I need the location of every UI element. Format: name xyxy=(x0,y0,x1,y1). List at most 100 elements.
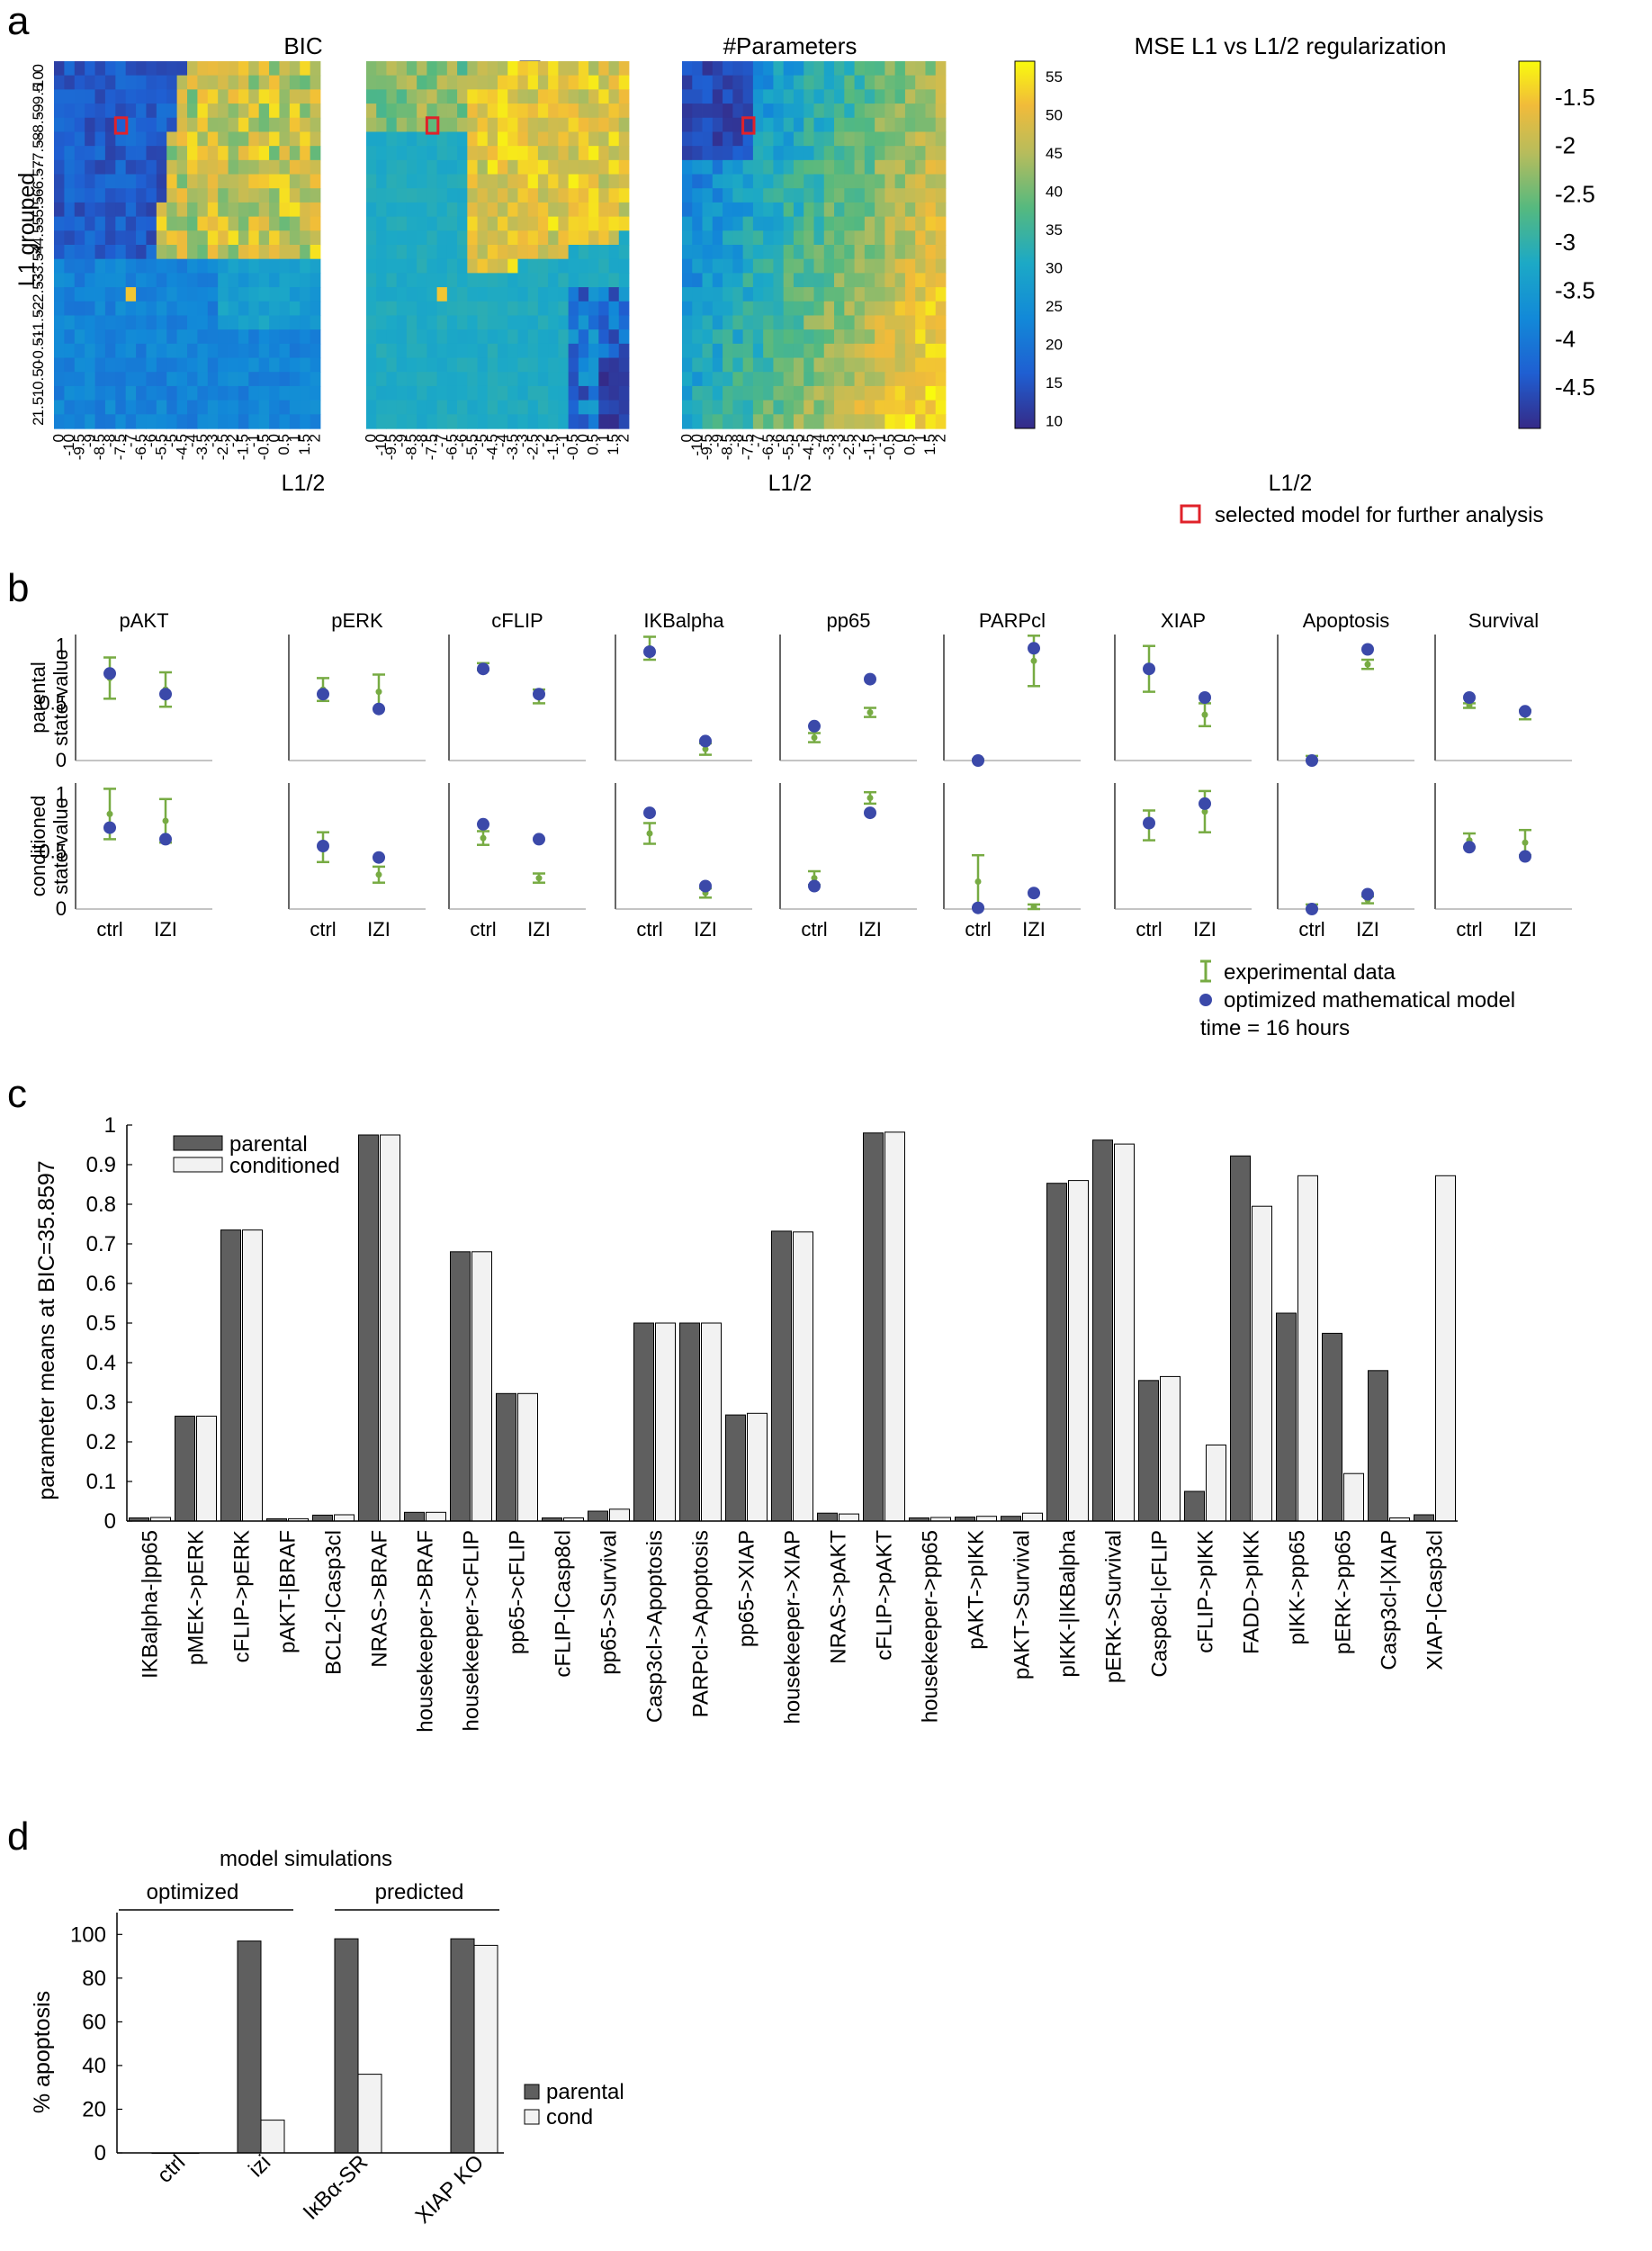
heatmap-cell xyxy=(588,230,599,246)
heatmap-cell xyxy=(406,146,417,161)
heatmap-cell xyxy=(64,117,76,133)
heatmap-cell xyxy=(864,301,875,317)
heatmap-cell xyxy=(467,216,478,231)
heatmap-cell xyxy=(834,146,845,161)
heatmap-cell xyxy=(548,400,559,415)
heatmap-cell xyxy=(548,104,559,119)
heatmap-parameters: #Parameters 0-10-9.5-9-8.5-8-7.5-7-6.5-6… xyxy=(363,32,1063,496)
heatmap-cell xyxy=(426,245,438,260)
heatmap-cell xyxy=(146,174,157,189)
heatmap-cell xyxy=(218,131,229,147)
heatmap-cell xyxy=(187,216,198,231)
heatmap-cell xyxy=(300,174,311,189)
heatmap-cell xyxy=(300,315,311,330)
heatmap-cell xyxy=(682,104,693,119)
heatmap-cell xyxy=(218,245,229,260)
heatmap-col-label: -1.5 xyxy=(235,434,252,460)
heatmap-row-label: -5.5 xyxy=(30,196,47,222)
heatmap-cell xyxy=(692,315,703,330)
experimental-mean-point xyxy=(1522,839,1529,846)
heatmap-cell xyxy=(376,131,387,147)
heatmap-cell xyxy=(732,75,744,91)
heatmap-cell xyxy=(548,188,559,203)
heatmap-cell xyxy=(884,400,896,415)
panel-label-b: b xyxy=(7,566,29,610)
heatmap-cell xyxy=(238,174,249,189)
heatmap-cell xyxy=(248,230,260,246)
heatmap-cell xyxy=(166,315,178,330)
bar-category-label: cFLIP-|Casp8cl xyxy=(552,1530,576,1678)
heatmap-cell xyxy=(773,230,785,246)
heatmap-cell xyxy=(115,104,127,119)
heatmap-cell xyxy=(712,174,723,189)
heatmap-cell xyxy=(682,117,693,133)
heatmap-cell xyxy=(608,245,620,260)
heatmap-cell xyxy=(166,273,178,288)
heatmap-cell xyxy=(618,104,630,119)
heatmap-cell xyxy=(783,400,795,415)
heatmap-cell xyxy=(915,343,926,359)
heatmap-cell xyxy=(904,287,916,302)
heatmap-cell xyxy=(804,287,814,302)
x-tick-label: IZI xyxy=(367,918,391,941)
heatmap-cell xyxy=(74,61,85,77)
heatmap-cell xyxy=(94,414,106,429)
heatmap-cell xyxy=(813,75,825,91)
bar-conditioned xyxy=(1160,1375,1181,1522)
heatmap-cell xyxy=(289,61,301,77)
heatmap-cell xyxy=(426,117,438,133)
heatmap-cell xyxy=(712,117,723,133)
heatmap-cell xyxy=(578,104,589,119)
heatmap-cell xyxy=(396,117,408,133)
heatmap-cell xyxy=(723,315,733,330)
heatmap-cell xyxy=(793,146,804,161)
legend-parental-label: parental xyxy=(229,1132,308,1157)
heatmap-cell xyxy=(85,343,95,359)
heatmap-cell xyxy=(507,400,518,415)
bar-conditioned xyxy=(196,1415,217,1522)
heatmap-cell xyxy=(884,258,896,275)
heatmap-cell xyxy=(712,343,723,359)
heatmap-cell xyxy=(146,372,157,387)
heatmap-cell xyxy=(386,372,398,387)
heatmap-cell xyxy=(742,61,754,77)
heatmap-cell xyxy=(64,329,76,345)
heatmap-col-label: 0 xyxy=(575,434,592,442)
bar-category-label: Casp3cl-|XIAP xyxy=(1378,1530,1402,1670)
heatmap-x-axis-label: L1/2 xyxy=(768,471,813,496)
heatmap-cell xyxy=(904,117,916,133)
model-point xyxy=(533,833,545,846)
heatmap-cell xyxy=(618,385,630,401)
heatmap-cell xyxy=(64,146,76,161)
colorbar-mse xyxy=(1518,60,1541,429)
panel-label-a: a xyxy=(7,0,30,43)
heatmap-cell xyxy=(94,159,106,176)
heatmap-cell xyxy=(467,400,478,415)
heatmap-cell xyxy=(804,89,814,104)
heatmap-cell xyxy=(125,159,137,176)
heatmap-cell xyxy=(104,315,116,330)
heatmap-cell xyxy=(279,329,291,345)
heatmap-cell xyxy=(568,104,579,119)
heatmap-cell xyxy=(477,131,489,147)
heatmap-cell xyxy=(537,343,549,359)
heatmap-cell xyxy=(279,202,291,218)
heatmap-cell xyxy=(289,273,301,288)
heatmap-cell xyxy=(682,146,693,161)
heatmap-cell xyxy=(436,273,448,288)
heatmap-cell xyxy=(712,245,723,260)
heatmap-cell xyxy=(763,287,774,302)
heatmap-cell xyxy=(498,131,508,147)
heatmap-cell xyxy=(74,131,85,147)
heatmap-cell xyxy=(742,89,754,104)
heatmap-cell xyxy=(176,230,188,246)
heatmap-cell xyxy=(258,131,270,147)
heatmap-cell xyxy=(618,357,630,373)
heatmap-cell xyxy=(376,343,387,359)
heatmap-cell xyxy=(517,343,529,359)
heatmap-cell xyxy=(238,202,249,218)
heatmap-cell xyxy=(763,315,774,330)
heatmap-cell xyxy=(238,273,249,288)
heatmap-cell xyxy=(793,357,804,373)
heatmap-cell xyxy=(197,343,209,359)
